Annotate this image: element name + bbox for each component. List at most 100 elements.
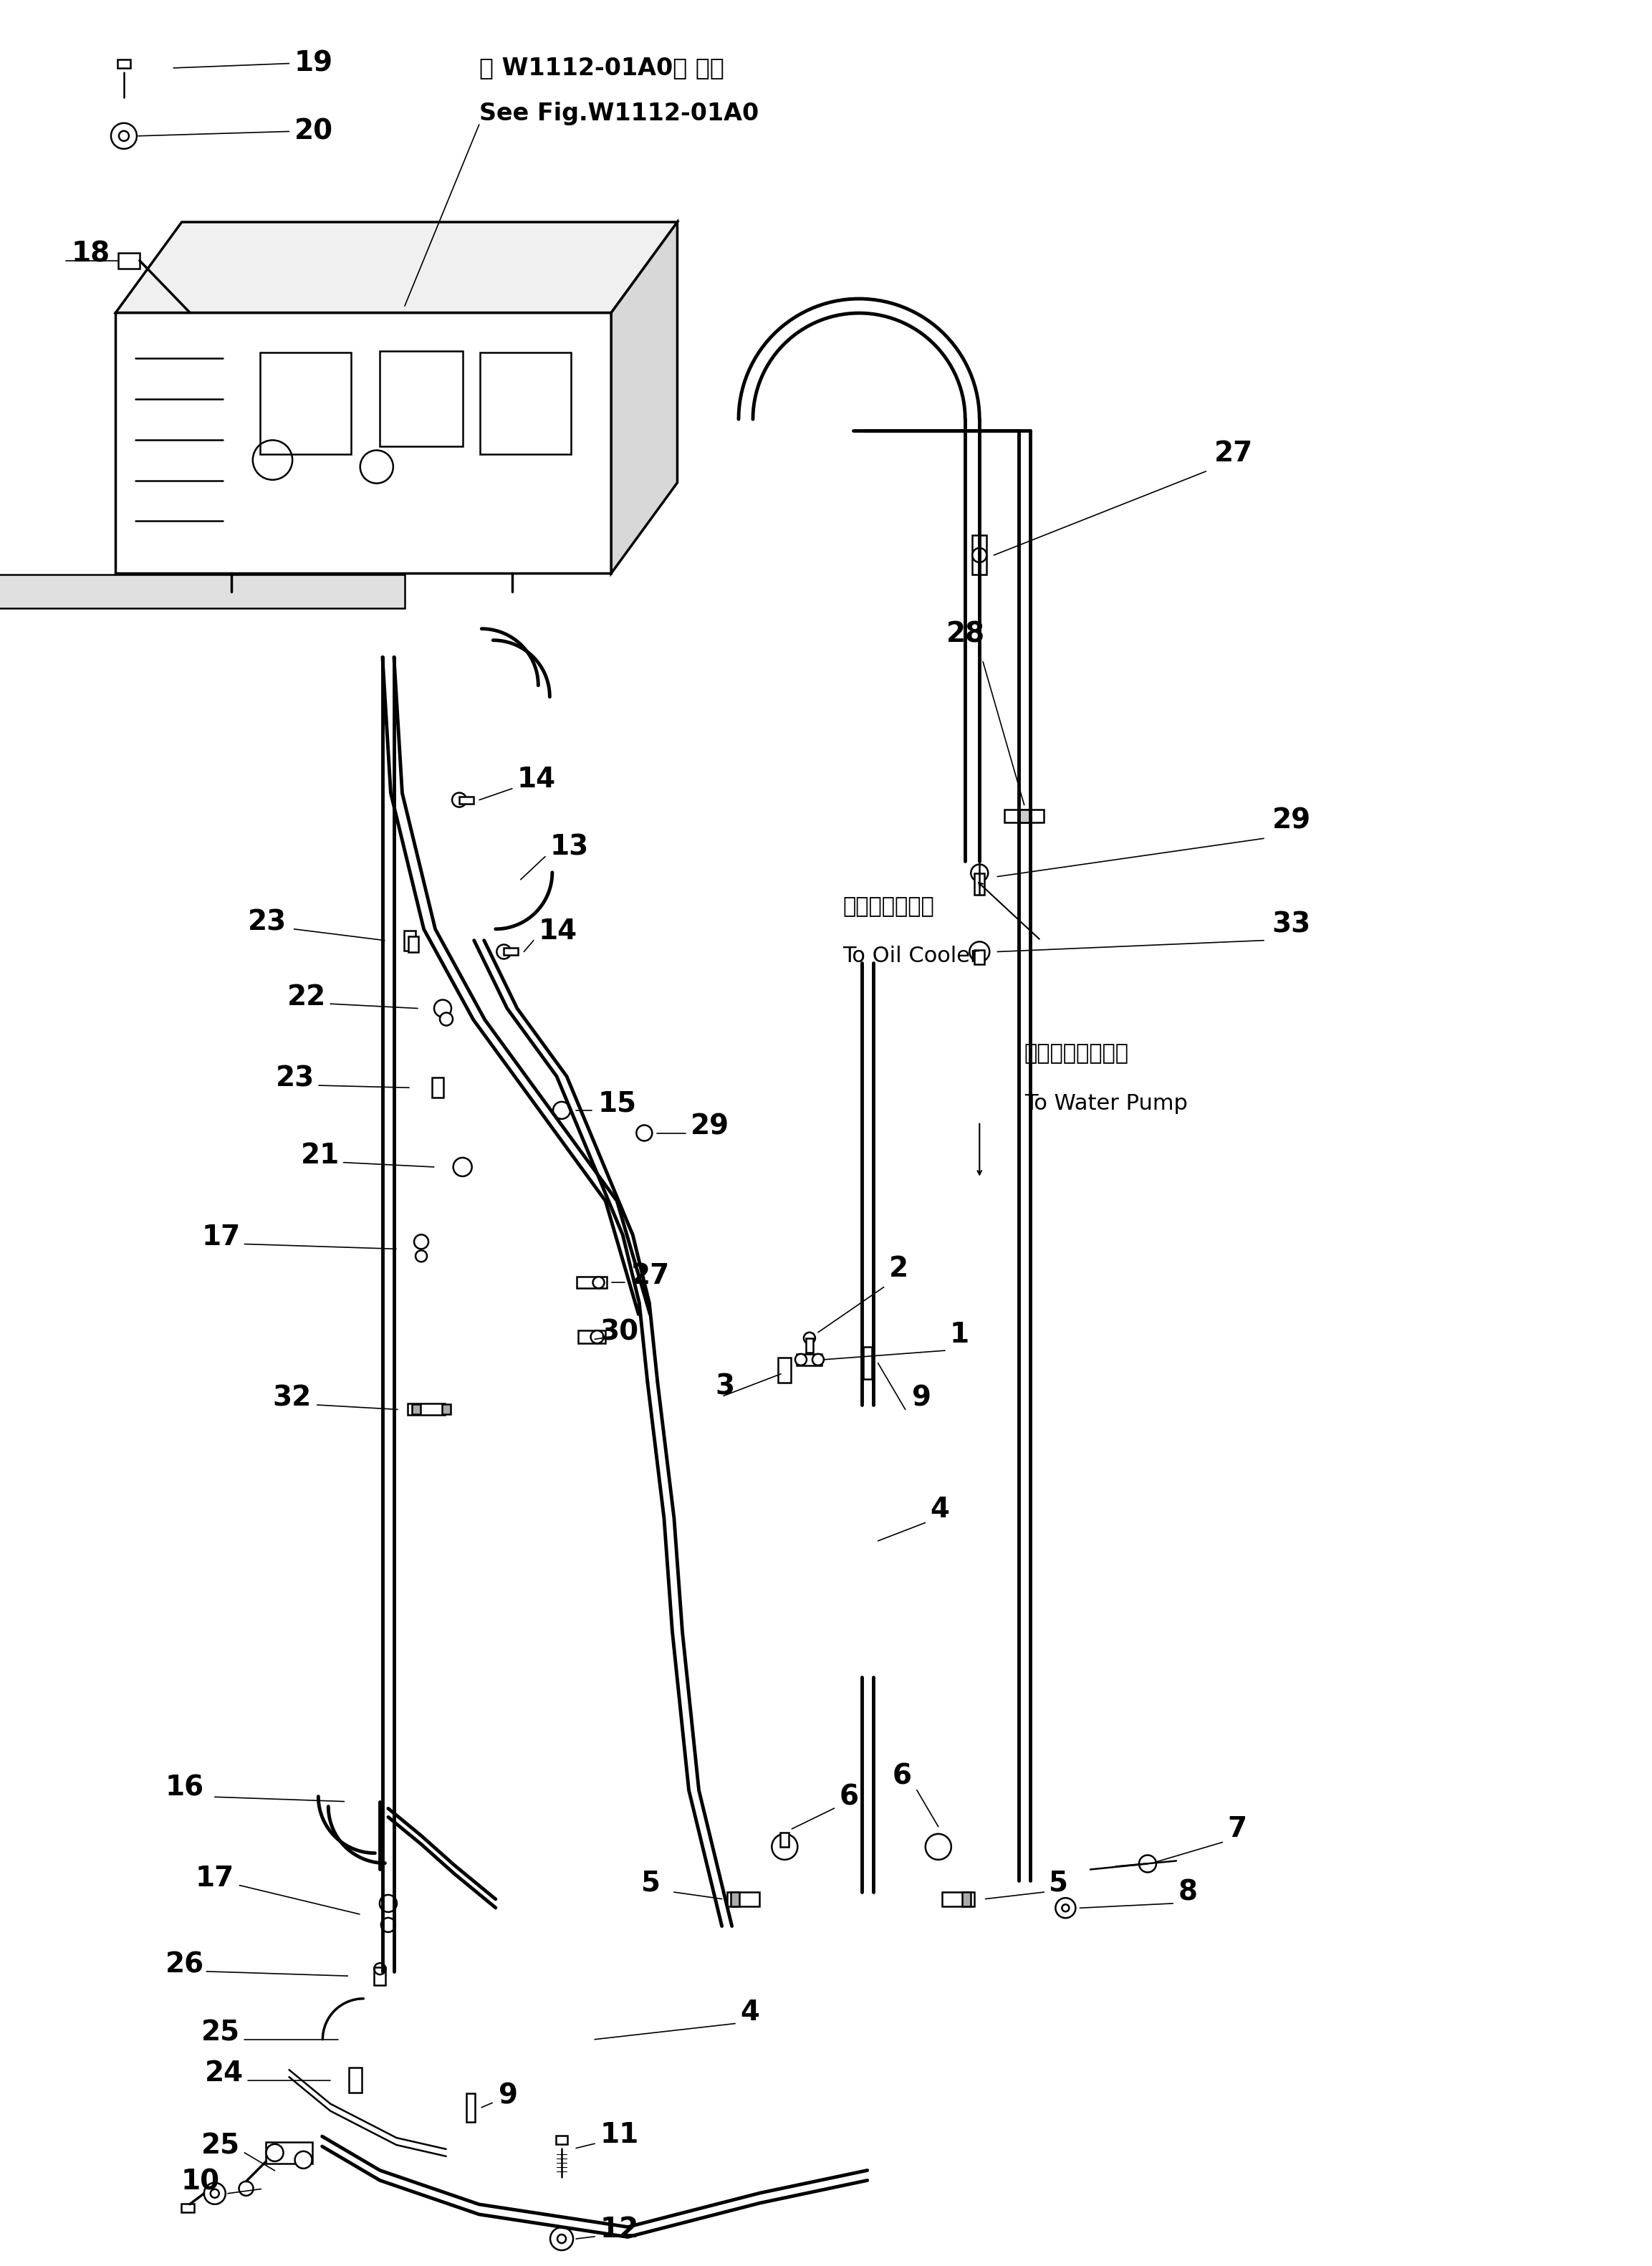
Polygon shape [611, 222, 677, 573]
Bar [408, 1403, 444, 1416]
Text: 33: 33 [1272, 911, 1312, 938]
Bar [459, 795, 474, 804]
Text: 9: 9 [499, 2082, 519, 2110]
Text: 19: 19 [294, 50, 332, 77]
Text: オイルクーラヘ: オイルクーラヘ [843, 895, 933, 918]
Bar [117, 254, 140, 267]
Bar [973, 535, 986, 576]
Text: 6: 6 [892, 1763, 912, 1790]
Bar [780, 1833, 790, 1847]
Circle shape [210, 2189, 220, 2198]
Circle shape [240, 2182, 253, 2196]
Bar [578, 1330, 605, 1344]
Circle shape [795, 1353, 806, 1366]
Circle shape [119, 131, 129, 140]
Bar [806, 1339, 813, 1353]
Circle shape [453, 1158, 472, 1176]
Circle shape [416, 1251, 426, 1262]
Text: To Water Pump: To Water Pump [1024, 1092, 1188, 1115]
Bar [862, 1346, 872, 1380]
Text: 25: 25 [202, 2019, 240, 2046]
Text: 14: 14 [517, 766, 555, 793]
Bar [727, 1892, 760, 1906]
Text: See Fig.W1112-01A0: See Fig.W1112-01A0 [479, 102, 758, 125]
Circle shape [813, 1353, 824, 1366]
Text: 3: 3 [715, 1373, 735, 1400]
Text: 17: 17 [195, 1865, 235, 1892]
Text: 5: 5 [641, 1869, 661, 1897]
Text: To Oil Cooler: To Oil Cooler [843, 945, 980, 968]
Bar [261, 353, 352, 455]
Text: 22: 22 [287, 983, 327, 1011]
Bar [481, 353, 572, 455]
Text: 第 W1112-01A0図 参照: 第 W1112-01A0図 参照 [479, 57, 724, 79]
Bar [408, 936, 418, 952]
Bar [557, 2135, 567, 2144]
Text: ウォータポンプヘ: ウォータポンプヘ [1024, 1042, 1128, 1065]
Text: 6: 6 [839, 1783, 859, 1811]
Text: 26: 26 [165, 1951, 203, 1978]
Circle shape [453, 793, 466, 807]
Text: 18: 18 [71, 240, 109, 267]
Text: 14: 14 [539, 918, 577, 945]
Text: 20: 20 [294, 118, 332, 145]
Text: 11: 11 [600, 2121, 639, 2148]
Bar [466, 2094, 476, 2121]
Text: 7: 7 [1227, 1815, 1247, 1842]
Polygon shape [116, 222, 677, 313]
Bar [349, 2067, 362, 2094]
Bar [1018, 809, 1031, 823]
Circle shape [973, 548, 986, 562]
Bar [433, 1079, 443, 1097]
Circle shape [550, 2227, 573, 2250]
Bar [1004, 809, 1044, 823]
Text: 1: 1 [950, 1321, 970, 1348]
Text: 4: 4 [930, 1496, 950, 1523]
Text: 29: 29 [691, 1113, 729, 1140]
Bar [942, 1892, 975, 1906]
Circle shape [636, 1126, 653, 1140]
Bar [577, 1276, 606, 1289]
Text: 23: 23 [276, 1065, 316, 1092]
Bar [778, 1357, 791, 1382]
Bar [504, 947, 519, 956]
Bar [182, 2203, 193, 2212]
Circle shape [497, 945, 510, 959]
Bar [730, 1892, 738, 1906]
Text: 29: 29 [1272, 807, 1310, 834]
Bar [443, 1405, 451, 1414]
Bar [975, 949, 985, 965]
Text: 23: 23 [248, 909, 287, 936]
Circle shape [294, 2150, 312, 2169]
Text: 5: 5 [1049, 1869, 1069, 1897]
Text: 24: 24 [205, 2060, 243, 2087]
Text: 12: 12 [600, 2216, 639, 2243]
Bar [0, 576, 405, 610]
Circle shape [415, 1235, 428, 1249]
Text: 2: 2 [889, 1255, 909, 1283]
Text: 17: 17 [202, 1224, 241, 1251]
Text: 21: 21 [301, 1142, 340, 1169]
Circle shape [266, 2144, 284, 2162]
Text: 30: 30 [600, 1319, 638, 1346]
Bar [963, 1892, 971, 1906]
Circle shape [553, 1101, 570, 1119]
Text: 8: 8 [1178, 1879, 1198, 1906]
Text: 25: 25 [202, 2132, 240, 2159]
Text: 4: 4 [740, 1999, 760, 2026]
Bar [117, 59, 131, 68]
Bar [375, 1967, 385, 1985]
Text: 16: 16 [165, 1774, 203, 1801]
Bar [405, 931, 415, 949]
Circle shape [382, 1917, 395, 1933]
Circle shape [557, 2234, 567, 2243]
Circle shape [591, 1330, 603, 1344]
Text: 27: 27 [1214, 440, 1254, 467]
Polygon shape [116, 313, 611, 573]
Circle shape [1056, 1899, 1075, 1917]
Circle shape [1062, 1903, 1069, 1913]
Circle shape [434, 999, 451, 1017]
Bar [380, 351, 463, 446]
Text: 13: 13 [550, 834, 590, 861]
Text: 28: 28 [947, 621, 985, 648]
